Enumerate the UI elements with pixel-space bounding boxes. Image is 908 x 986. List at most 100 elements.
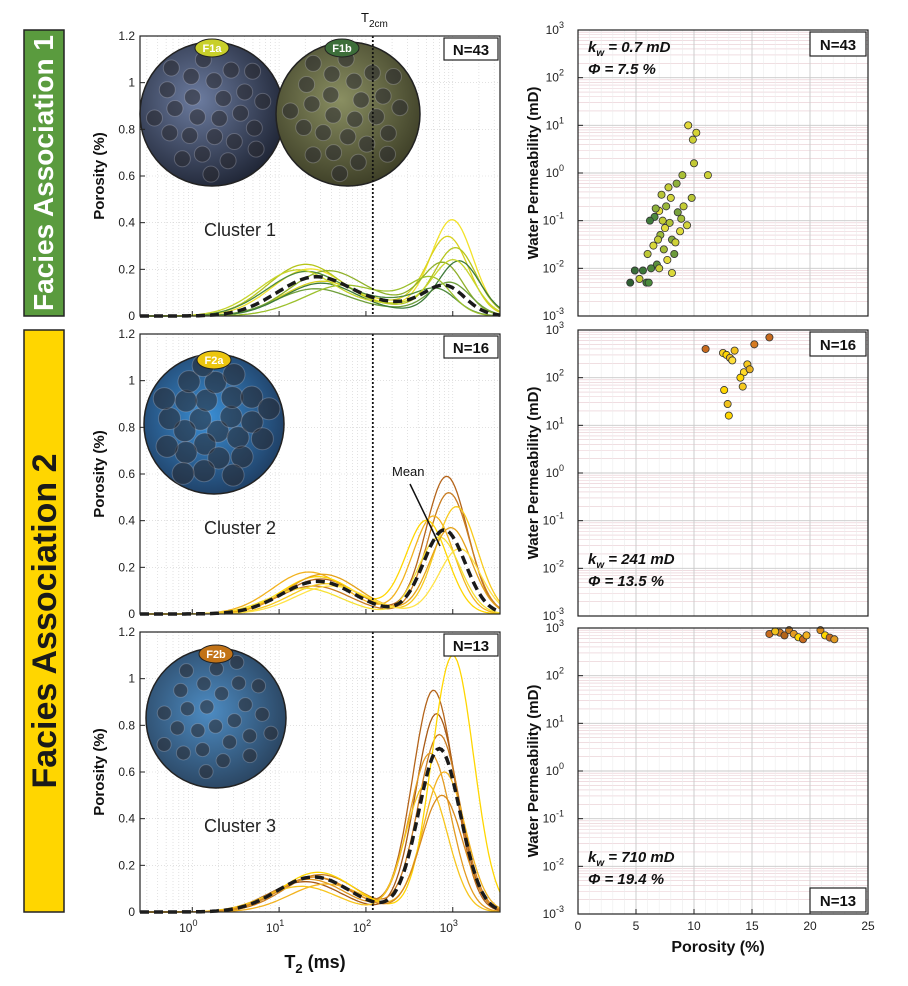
t2-panel-cluster-1: F1a F1b 0 0.2 0.4 0.6 0.8 1 1.2 Porosity (%) Clust… [91, 29, 501, 323]
porosity-x-axis-label: Porosity (%) [671, 939, 764, 956]
data-point [672, 179, 681, 188]
grain [199, 699, 215, 715]
data-point [676, 227, 685, 236]
data-point [659, 245, 668, 254]
grain [322, 86, 340, 104]
n-badge-box [443, 37, 499, 61]
n-badge: N=43 [820, 37, 856, 54]
t2-x-axis-label: T2 (ms) [284, 952, 345, 976]
y-tick-label: 0.2 [118, 858, 135, 872]
data-point [644, 278, 653, 287]
grain [232, 104, 250, 122]
y-tick-label: 0.6 [118, 169, 135, 183]
n-badge-box [809, 887, 867, 913]
data-point [730, 346, 739, 355]
data-point [724, 411, 733, 420]
data-point [638, 266, 647, 275]
data-point [723, 400, 732, 409]
y-tick-label: 10-2 [543, 258, 564, 275]
data-point [665, 218, 674, 227]
grain [242, 748, 258, 764]
facies-chip-label: F1b [332, 43, 352, 55]
y-tick-label: 0.6 [118, 467, 135, 481]
grain [281, 102, 299, 120]
grain [222, 363, 246, 387]
y-tick-label: 1.2 [118, 29, 135, 43]
perm-panel-cluster-1: 10-3 10-2 10-1 100 101 102 103 Water Permeabili… [525, 20, 869, 323]
grain [222, 61, 240, 79]
y-tick-label: 0.4 [118, 216, 135, 230]
y-tick-label: 100 [546, 761, 564, 778]
data-point [658, 216, 667, 225]
y-tick-label: 1.2 [118, 327, 135, 341]
y-axis-label: Water Permeability (mD) [525, 685, 542, 858]
grain [182, 67, 200, 85]
grain [177, 370, 201, 394]
y-axis-label: Water Permeability (mD) [525, 87, 542, 260]
y-tick-label: 1 [128, 76, 135, 90]
data-point [690, 159, 699, 168]
y-tick-label: 0.8 [118, 122, 135, 136]
x-tick-label: 102 [353, 918, 371, 935]
grid [578, 30, 868, 316]
grain [229, 654, 245, 670]
n-badge-box [809, 331, 867, 357]
grain [173, 682, 189, 698]
grain [257, 397, 281, 421]
grain [207, 446, 231, 470]
x-tick-label: 15 [745, 919, 759, 933]
x-tick-label: 0 [575, 919, 582, 933]
n-badge: N=13 [453, 638, 489, 655]
grain [303, 95, 321, 113]
data-point [635, 274, 644, 283]
data-point [703, 171, 712, 180]
data-point [701, 344, 710, 353]
data-point [645, 216, 654, 225]
facies-chip-label: F1a [203, 43, 223, 55]
grain [179, 701, 195, 717]
data-point [666, 193, 675, 202]
grain [251, 678, 267, 694]
data-point [655, 264, 664, 273]
grain [156, 705, 172, 721]
grain [214, 89, 232, 107]
y-tick-label: 10-2 [543, 856, 564, 873]
grain [304, 146, 322, 164]
grain [323, 65, 341, 83]
data-point [683, 221, 692, 230]
grain [244, 62, 262, 80]
y-axis-label: Porosity (%) [91, 728, 108, 816]
perm-panel-cluster-2: 10-3 10-2 10-1 100 101 102 103 Water Permeabili… [525, 320, 869, 623]
grain [195, 742, 211, 758]
phi-annotation: Φ = 7.5 % [588, 61, 656, 78]
grain [325, 144, 343, 162]
grid [578, 330, 868, 616]
data-point [661, 224, 670, 233]
facies-chip-label: F2b [206, 649, 226, 661]
grain [206, 128, 224, 146]
y-tick-label: 0.2 [118, 560, 135, 574]
grain [145, 109, 163, 127]
y-tick-label: 103 [546, 20, 564, 37]
data-point [684, 121, 693, 130]
grain [226, 713, 242, 729]
data-point [630, 266, 639, 275]
y-tick-label: 100 [546, 463, 564, 480]
data-point [677, 214, 686, 223]
y-tick-label: 10-3 [543, 606, 564, 623]
data-point [626, 278, 635, 287]
grain [171, 461, 195, 485]
thin-section-image: F2a [143, 350, 285, 495]
data-point [750, 340, 759, 349]
y-tick-label: 10-3 [543, 306, 564, 323]
data-point [688, 135, 697, 144]
grain [245, 119, 263, 137]
grain [250, 427, 274, 451]
x-tick-label: 20 [803, 919, 817, 933]
grain [358, 135, 376, 153]
x-tick-label: 103 [440, 918, 458, 935]
phi-annotation: Φ = 19.4 % [588, 871, 664, 888]
grain [193, 145, 211, 163]
y-tick-label: 0.2 [118, 262, 135, 276]
t2-panel-cluster-3: F2b 0 0.2 0.4 0.6 0.8 1 1.2 100 101 102 103 Porosity… [91, 625, 501, 935]
